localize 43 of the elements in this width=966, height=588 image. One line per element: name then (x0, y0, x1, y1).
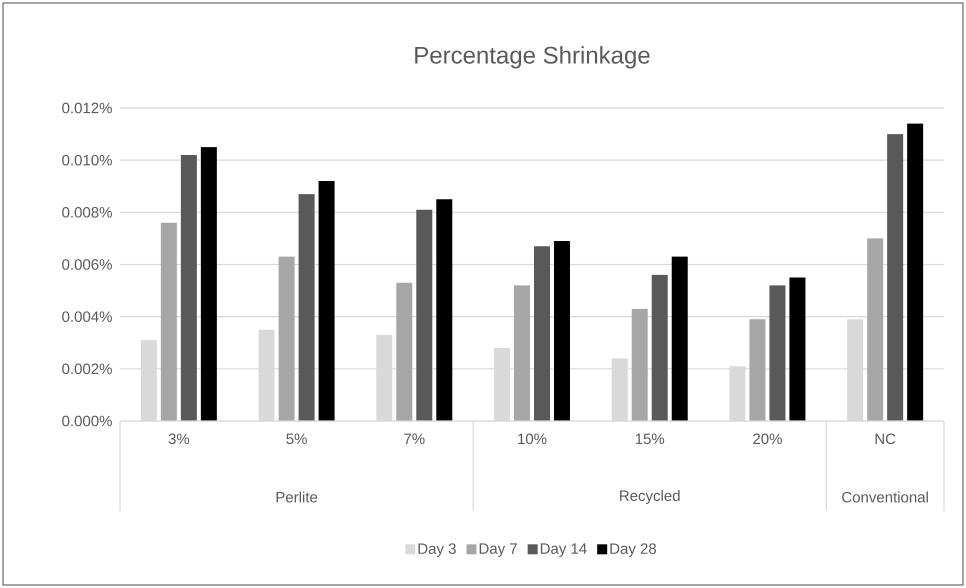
text: Perlite (276, 491, 318, 502)
legend-label: Day 7 (480, 543, 517, 557)
legend-label: Day 14 (540, 543, 587, 557)
y-tick-label: 0.010% (62, 154, 112, 166)
x-tick-label: 10% (518, 434, 546, 444)
bar (769, 285, 786, 421)
bar (278, 256, 295, 421)
bar (416, 210, 432, 421)
chart-title: Percentage Shrinkage (415, 46, 650, 68)
x-tick-label: 15% (636, 434, 664, 444)
legend-label: Day 3 (418, 543, 456, 557)
text: Recycled (620, 490, 680, 504)
bar (436, 199, 452, 421)
x-tick-label: 7% (404, 434, 425, 444)
y-tick-label: 0.008% (62, 207, 112, 218)
bar (534, 246, 550, 421)
bar (672, 256, 688, 421)
bar (632, 308, 648, 421)
bar (789, 278, 806, 421)
bar (180, 154, 197, 421)
y-tick-label: 0.002% (62, 364, 112, 374)
bar (298, 194, 315, 421)
bar (318, 181, 335, 421)
legend-label: Day 28 (610, 543, 656, 557)
y-tick-label: 0.006% (62, 259, 112, 270)
text: Conventional (842, 491, 928, 502)
bar (396, 282, 412, 421)
bar (887, 134, 904, 421)
bar (749, 319, 766, 421)
bar (514, 285, 530, 421)
x-tick-label: NC (876, 434, 896, 444)
x-tick-label: 5% (286, 434, 307, 444)
bar (554, 241, 570, 421)
y-tick-label: 0.004% (62, 311, 112, 322)
bar (907, 124, 924, 421)
y-tick-label: 0.012% (62, 102, 112, 114)
bar (867, 238, 884, 421)
bar (200, 147, 217, 421)
bar (652, 274, 668, 421)
bar (160, 222, 177, 421)
y-tick-label: 0.000% (62, 416, 112, 426)
x-tick-label: 20% (753, 434, 782, 444)
x-tick-label: 3% (168, 434, 190, 444)
